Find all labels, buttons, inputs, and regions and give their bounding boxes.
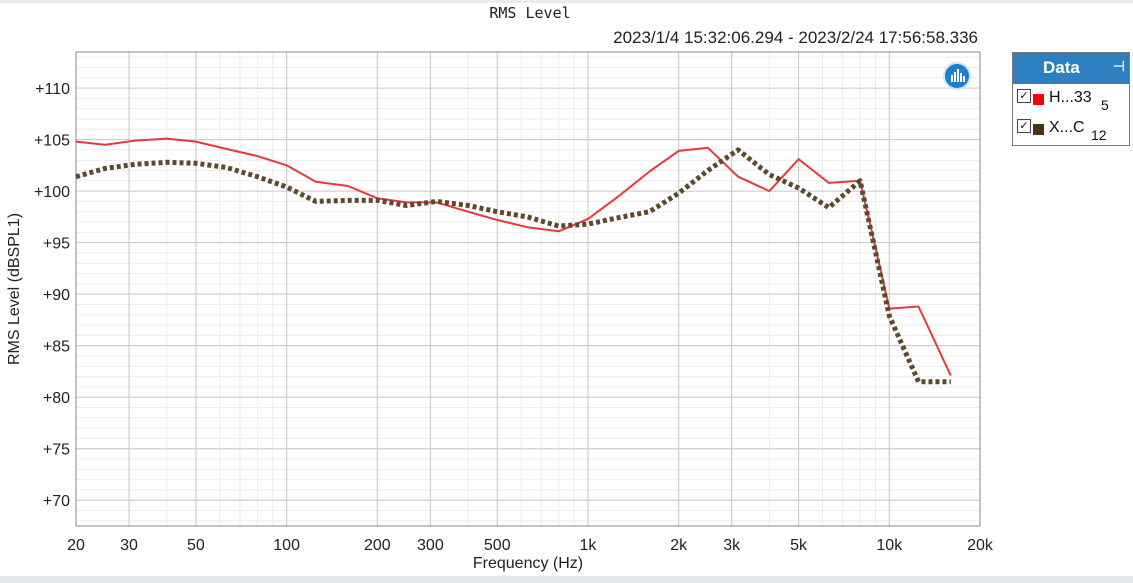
x-tick-label: 200 [364,537,391,554]
legend-checkbox[interactable]: ✓ [1017,119,1031,133]
x-tick-label: 500 [484,537,511,554]
y-tick-label: +85 [43,339,70,356]
legend-item-count: 12 [1091,127,1107,143]
y-tick-label: +75 [43,442,70,459]
legend-header: Data ⊣ [1013,53,1129,84]
date-range: 2023/1/4 15:32:06.294 - 2023/2/24 17:56:… [613,28,978,47]
grid-major [75,52,981,526]
y-tick-label: +70 [43,493,70,510]
x-tick-label: 10k [876,537,903,554]
y-tick-label: +110 [35,81,70,98]
y-tick-label: +95 [43,236,70,253]
legend-item[interactable]: ✓ X...C 12 [1013,116,1129,143]
chart-title: RMS Level [489,4,571,22]
legend-checkbox[interactable]: ✓ [1017,89,1031,103]
series-line-2[interactable] [75,147,951,385]
legend-item[interactable]: ✓ H...33 5 [1013,86,1129,113]
legend-item-count: 5 [1101,97,1109,113]
series-line-1[interactable] [75,137,952,377]
y-tick-label: +105 [34,133,70,150]
x-tick-labels: 20 30 50 100 200 300 500 1k 2k 3k 5k 10k 20k [67,537,994,554]
window-top-edge [0,0,1133,3]
series-group [75,137,952,385]
pin-icon[interactable]: ⊣ [1112,58,1125,74]
x-axis-label: Frequency (Hz) [473,555,583,572]
plot-frame [75,51,981,527]
x-tick-label: 1k [580,537,598,554]
x-tick-label: 50 [187,537,205,554]
legend-swatch [1033,124,1044,135]
x-tick-label: 20k [967,537,994,554]
window-bottom-edge [0,576,1133,583]
x-tick-label: 30 [120,537,138,554]
x-tick-label: 100 [273,537,300,554]
plot-background [76,52,980,526]
legend-item-label: X...C [1049,119,1085,136]
legend-swatch [1033,94,1044,105]
y-tick-labels: +70 +75 +80 +85 +90 +95 +100 +105 +110 [34,81,70,510]
y-tick-label: +80 [43,390,70,407]
analyzer-logo-icon[interactable] [943,62,971,90]
legend-item-label: H...33 [1049,89,1092,106]
legend-title: Data [1043,58,1080,77]
y-axis-label: RMS Level (dBSPL1) [6,213,23,365]
x-tick-label: 300 [417,537,444,554]
chart-area[interactable]: +70 +75 +80 +85 +90 +95 +100 +105 +110 20 30 50 100… [0,0,1000,583]
y-tick-label: +90 [43,287,70,304]
x-tick-label: 20 [67,537,85,554]
x-tick-label: 5k [790,537,808,554]
y-tick-label: +100 [34,184,70,201]
x-tick-label: 3k [723,537,741,554]
legend-panel: Data ⊣ ✓ H...33 5 ✓ X...C 12 [1012,52,1130,146]
x-tick-label: 2k [670,537,688,554]
